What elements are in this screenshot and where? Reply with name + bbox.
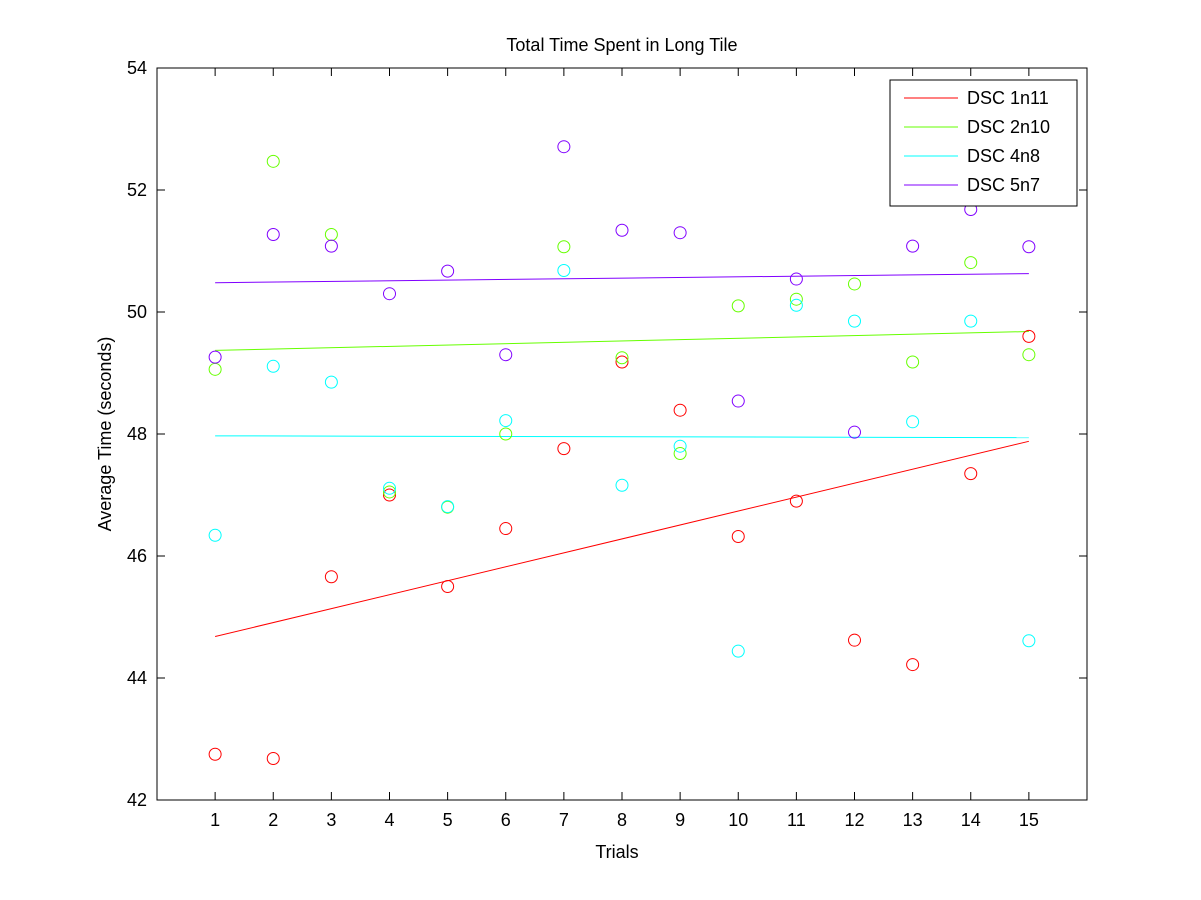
x-tick-label: 6: [501, 810, 511, 830]
data-point-dsc-5n7: [266, 228, 280, 242]
data-point-dsc-5n7: [324, 239, 338, 253]
x-tick-label: 14: [961, 810, 981, 830]
data-point-dsc-4n8: [964, 314, 978, 328]
data-point-dsc-4n8: [1022, 634, 1036, 648]
y-tick-label: 52: [127, 180, 147, 200]
legend: DSC 1n11 DSC 2n10 DSC 4n8 DSC 5n7: [889, 79, 1078, 207]
y-tick-label: 42: [127, 790, 147, 810]
data-point-dsc-1n11: [673, 403, 687, 417]
data-point-dsc-1n11: [789, 494, 803, 508]
data-point-dsc-1n11: [499, 522, 513, 536]
x-tick-label: 2: [268, 810, 278, 830]
data-point-dsc-4n8: [441, 500, 455, 514]
data-point-dsc-1n11: [557, 442, 571, 456]
x-tick-label: 1: [210, 810, 220, 830]
data-point-dsc-1n11: [848, 633, 861, 647]
data-point-dsc-4n8: [557, 264, 571, 278]
x-axis-label: Trials: [595, 842, 638, 862]
data-point-dsc-4n8: [615, 478, 629, 492]
data-point-dsc-5n7: [673, 226, 687, 240]
data-point-dsc-2n10: [848, 277, 861, 291]
data-point-dsc-2n10: [731, 299, 745, 313]
data-point-dsc-2n10: [615, 351, 629, 365]
data-point-dsc-1n11: [731, 529, 745, 543]
data-point-dsc-4n8: [789, 298, 803, 312]
y-tick-label: 48: [127, 424, 147, 444]
data-point-dsc-2n10: [673, 447, 687, 461]
legend-label-dsc-2n10: DSC 2n10: [967, 117, 1050, 137]
data-point-dsc-2n10: [266, 154, 280, 168]
data-point-dsc-4n8: [208, 528, 222, 542]
data-point-dsc-4n8: [499, 414, 513, 428]
legend-label-dsc-1n11: DSC 1n11: [967, 88, 1049, 108]
data-point-dsc-4n8: [906, 415, 920, 429]
x-tick-label: 4: [384, 810, 394, 830]
y-axis-label: Average Time (seconds): [95, 337, 115, 532]
data-point-dsc-2n10: [964, 256, 978, 270]
trend-line-dsc-2n10: [215, 331, 1029, 351]
x-tick-label: 3: [326, 810, 336, 830]
data-point-dsc-1n11: [1022, 329, 1036, 343]
data-point-dsc-2n10: [1022, 348, 1036, 362]
trend-line-dsc-1n11: [215, 440, 1029, 638]
data-point-dsc-5n7: [789, 272, 803, 286]
x-tick-label: 10: [728, 810, 748, 830]
data-point-dsc-5n7: [499, 348, 513, 362]
data-point-dsc-4n8: [383, 481, 396, 495]
data-point-dsc-2n10: [499, 427, 513, 441]
data-point-dsc-5n7: [1022, 240, 1036, 254]
data-point-dsc-1n11: [615, 355, 629, 369]
data-point-dsc-5n7: [557, 140, 571, 154]
data-point-dsc-1n11: [383, 488, 396, 502]
y-tick-label: 46: [127, 546, 147, 566]
x-tick-label: 7: [559, 810, 569, 830]
x-tick-label: 9: [675, 810, 685, 830]
data-point-dsc-4n8: [266, 359, 280, 373]
data-point-dsc-2n10: [557, 240, 571, 254]
data-point-dsc-5n7: [848, 425, 861, 439]
y-tick-label: 54: [127, 58, 147, 78]
data-point-dsc-2n10: [383, 485, 396, 499]
data-point-dsc-4n8: [324, 375, 338, 389]
x-tick-label: 15: [1019, 810, 1039, 830]
x-tick-label: 8: [617, 810, 627, 830]
data-point-dsc-5n7: [731, 394, 745, 408]
data-point-dsc-1n11: [266, 752, 280, 766]
legend-label-dsc-5n7: DSC 5n7: [967, 175, 1040, 195]
x-tick-label: 5: [443, 810, 453, 830]
data-point-dsc-5n7: [208, 350, 222, 364]
data-points: [208, 140, 1036, 766]
data-point-dsc-1n11: [441, 580, 455, 593]
data-point-dsc-5n7: [906, 239, 920, 253]
data-point-dsc-2n10: [906, 355, 920, 369]
trend-line-dsc-5n7: [215, 273, 1029, 284]
x-tick-label: 11: [787, 810, 806, 830]
data-point-dsc-1n11: [324, 570, 338, 584]
legend-label-dsc-4n8: DSC 4n8: [967, 146, 1040, 166]
data-point-dsc-5n7: [615, 223, 629, 237]
chart-title: Total Time Spent in Long Tile: [506, 35, 737, 55]
data-point-dsc-4n8: [673, 439, 687, 453]
data-point-dsc-4n8: [848, 314, 861, 328]
x-tick-label: 12: [844, 810, 864, 830]
data-point-dsc-5n7: [383, 287, 396, 301]
data-point-dsc-2n10: [789, 292, 803, 306]
data-point-dsc-4n8: [731, 644, 745, 658]
y-tick-label: 50: [127, 302, 147, 322]
data-point-dsc-1n11: [208, 747, 222, 761]
y-tick-label: 44: [127, 668, 147, 688]
x-tick-label: 13: [903, 810, 923, 830]
data-point-dsc-1n11: [964, 467, 978, 481]
data-point-dsc-5n7: [441, 264, 455, 278]
trend-line-dsc-4n8: [215, 435, 1029, 439]
data-point-dsc-1n11: [906, 658, 920, 672]
trend-lines: [215, 273, 1029, 638]
